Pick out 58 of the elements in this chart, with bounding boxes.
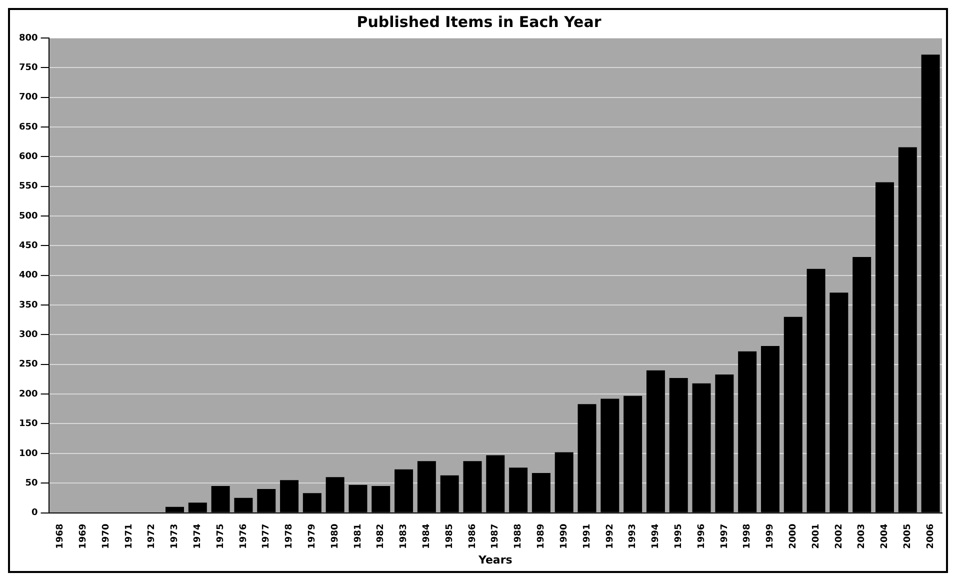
x-tick-label: 1996 <box>696 524 707 549</box>
x-tick-label: 1971 <box>124 524 134 549</box>
x-tick-label: 2005 <box>902 524 913 549</box>
x-tick-label: 1995 <box>674 524 684 549</box>
y-tick-label: 750 <box>18 63 38 74</box>
x-tick-label: 2006 <box>926 524 936 549</box>
y-tick-label: 250 <box>18 360 38 370</box>
x-axis-title: Years <box>477 553 513 566</box>
x-tick-label: 2000 <box>788 524 798 549</box>
x-tick-label: 1981 <box>353 524 364 549</box>
x-tick-label: 1990 <box>559 524 570 549</box>
x-tick-label: 1993 <box>628 524 638 549</box>
x-tick-label: 1970 <box>101 524 112 549</box>
y-tick-label: 800 <box>18 33 38 44</box>
x-tick-label: 2002 <box>834 524 844 549</box>
y-tick-label: 550 <box>18 182 38 192</box>
x-tick-label: 1986 <box>468 524 478 549</box>
x-tick-label: 1992 <box>605 524 616 549</box>
x-tick-label: 2004 <box>880 524 890 549</box>
x-tick-label: 1998 <box>742 524 753 549</box>
x-tick-label: 1988 <box>514 524 524 549</box>
y-tick-label: 0 <box>32 508 38 518</box>
x-tick-label: 1985 <box>444 524 455 549</box>
y-tick-label: 200 <box>18 389 38 400</box>
x-tick-label: 1975 <box>216 524 226 549</box>
x-tick-label: 2003 <box>857 524 868 549</box>
x-tick-label: 1973 <box>170 524 180 549</box>
x-tick-label: 2001 <box>811 524 822 549</box>
y-tick-label: 150 <box>18 419 38 430</box>
x-tick-label: 1984 <box>422 524 432 549</box>
x-tick-label: 1997 <box>720 524 730 549</box>
x-tick-label: 1968 <box>56 524 66 549</box>
x-tick-label: 1987 <box>490 524 501 549</box>
x-tick-label: 1976 <box>238 524 249 549</box>
y-tick-label: 600 <box>18 152 38 162</box>
x-tick-label: 1982 <box>376 524 386 549</box>
x-tick-label: 1979 <box>308 524 318 549</box>
y-tick-label: 400 <box>18 270 38 281</box>
y-tick-label: 50 <box>25 478 38 488</box>
y-tick-label: 300 <box>18 330 38 340</box>
x-tick-label: 1974 <box>193 524 203 549</box>
x-tick-label: 1994 <box>651 524 662 549</box>
x-tick-label: 1972 <box>147 524 158 549</box>
chart-title: Published Items in Each Year <box>356 12 602 31</box>
y-tick-label: 650 <box>18 122 38 132</box>
x-tick-label: 1980 <box>330 524 340 549</box>
x-tick-label: 1983 <box>399 524 410 549</box>
y-tick-label: 100 <box>18 448 38 459</box>
x-tick-label: 1969 <box>78 524 88 549</box>
y-tick-label: 450 <box>18 241 38 252</box>
y-tick-label: 700 <box>18 92 38 103</box>
y-tick-label: 350 <box>18 300 38 310</box>
x-tick-label: 1989 <box>536 524 547 549</box>
x-tick-label: 1977 <box>262 524 272 549</box>
x-tick-label: 1991 <box>582 524 592 549</box>
x-tick-label: 1999 <box>766 524 776 549</box>
x-tick-label: 1978 <box>284 524 295 549</box>
y-tick-label: 500 <box>18 211 38 222</box>
